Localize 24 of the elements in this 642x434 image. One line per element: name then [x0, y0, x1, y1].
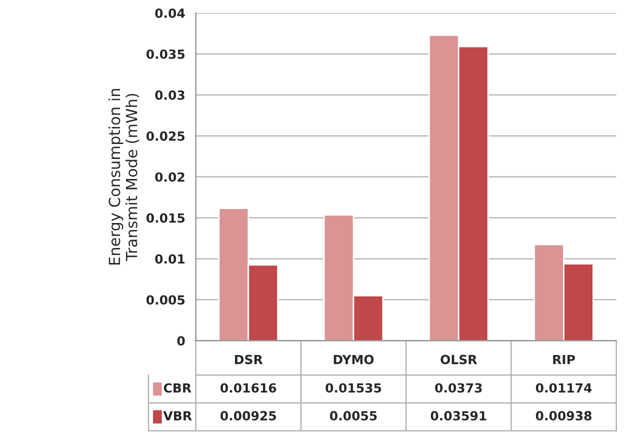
data-label: 0.01174 — [536, 383, 592, 393]
y-tick-label: 0.005 — [146, 295, 185, 305]
x-tick-label: DYMO — [334, 354, 374, 364]
data-label: 0.0055 — [330, 411, 377, 420]
y-axis-title: Energy Consumption in Transmit Mode (mWh) — [108, 88, 140, 265]
y-tick-label: 0.035 — [146, 49, 185, 59]
x-tick-label: OLSR — [440, 354, 477, 364]
legend-label: VBR — [163, 411, 192, 420]
data-label: 0.00925 — [220, 411, 276, 420]
data-label: 0.01616 — [220, 383, 276, 393]
y-tick-label: 0.03 — [155, 90, 184, 100]
data-label: 0.03591 — [430, 411, 486, 420]
y-tick-label: 0.015 — [146, 213, 185, 223]
data-label: 0.00938 — [536, 411, 592, 420]
y-tick-label: 0.04 — [155, 8, 185, 18]
y-tick-label: 0.01 — [155, 254, 185, 264]
y-tick-label: 0 — [177, 336, 185, 346]
x-tick-label: RIP — [553, 354, 575, 364]
y-tick-label: 0.02 — [155, 172, 184, 182]
legend-label: CBR — [164, 383, 192, 393]
data-label: 0.01535 — [326, 383, 382, 393]
x-tick-label: DSR — [235, 354, 263, 364]
data-label: 0.0373 — [435, 383, 482, 393]
y-tick-label: 0.025 — [146, 131, 185, 141]
